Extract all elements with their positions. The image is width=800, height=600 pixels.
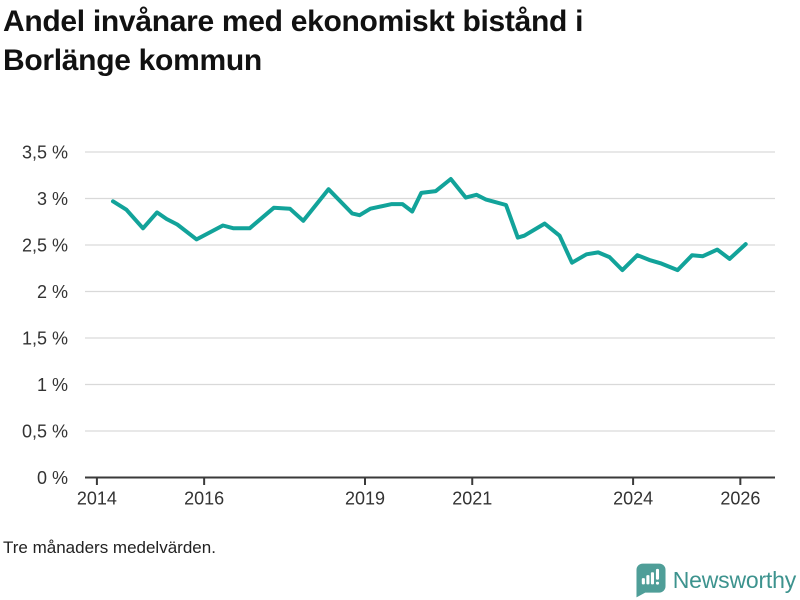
chart-title-line1: Andel invånare med ekonomiskt bistånd i [3, 5, 584, 38]
x-tick-label: 2021 [452, 489, 492, 509]
y-tick-label: 3,5 % [22, 143, 68, 163]
y-tick-label: 2,5 % [22, 236, 68, 256]
x-tick-label: 2014 [77, 489, 117, 509]
chart-title-line2: Borlänge kommun [3, 44, 262, 77]
footnote: Tre månaders medelvärden. [3, 538, 216, 557]
y-tick-label: 0,5 % [22, 422, 68, 442]
chart-area: 3,5 % 3 % 2,5 % 2 % 1,5 % 1 % 0,5 % 0 % 2014 2016… [0, 120, 800, 520]
x-tick-label: 2016 [184, 489, 224, 509]
y-tick-label: 1 % [37, 375, 68, 395]
x-tick-label: 2026 [720, 489, 760, 509]
data-line [111, 177, 748, 273]
y-tick-label: 2 % [37, 282, 68, 302]
newsworthy-branding[interactable]: Newsworthy [636, 563, 796, 598]
line-chart: 3,5 % 3 % 2,5 % 2 % 1,5 % 1 % 0,5 % 0 % 2014 2016… [22, 143, 775, 509]
y-tick-label: 3 % [37, 189, 68, 209]
x-tick-label: 2024 [613, 489, 653, 509]
x-tick-label: 2019 [345, 489, 385, 509]
y-tick-label: 0 % [37, 468, 68, 488]
y-tick-label: 1,5 % [22, 329, 68, 349]
brand-name: Newsworthy [672, 567, 796, 593]
chart-title: Andel invånare med ekonomiskt bistånd i … [3, 2, 763, 80]
logo-bars-and-exclamation [641, 568, 659, 585]
newsworthy-logo-icon [636, 563, 666, 598]
